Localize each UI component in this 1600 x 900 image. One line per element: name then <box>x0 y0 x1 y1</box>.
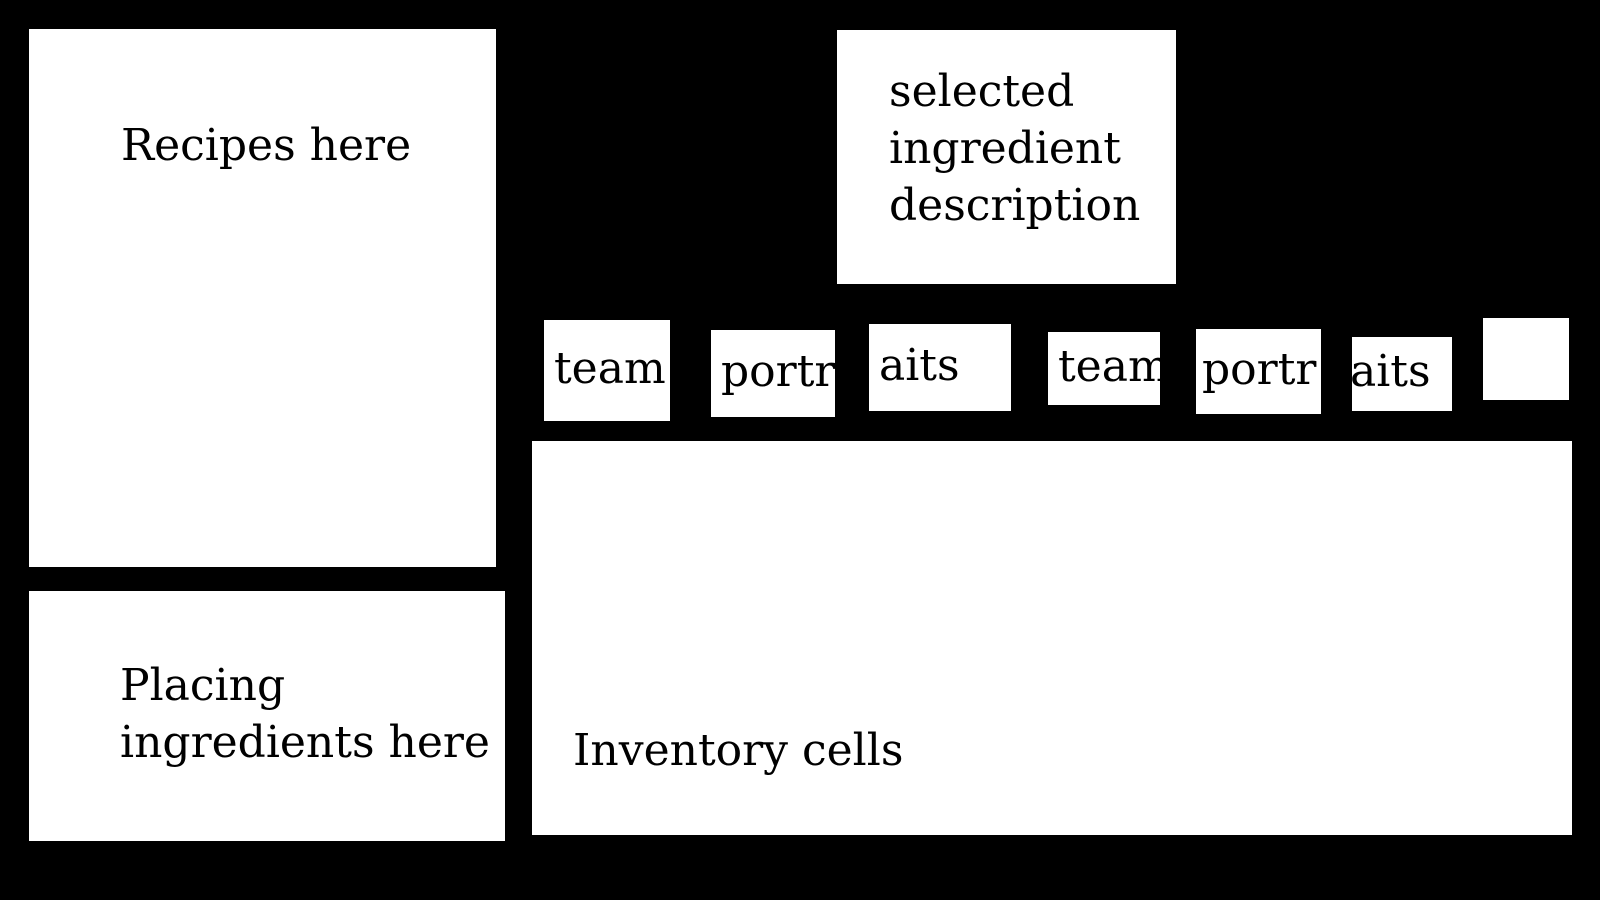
tab-label: aits <box>879 339 960 391</box>
tab-label: portr <box>721 345 836 397</box>
ingredient-placement-panel[interactable]: Placing ingredients here <box>29 591 505 841</box>
inventory-panel[interactable]: Inventory cells <box>532 441 1572 835</box>
tab-portr[interactable]: portr <box>711 330 835 417</box>
recipes-panel[interactable]: Recipes here <box>29 29 496 567</box>
tab-empty[interactable] <box>1483 318 1569 400</box>
tab-label: team <box>554 342 666 394</box>
tab-label: team <box>1058 340 1170 392</box>
ingredient-description-panel: selected ingredient description <box>837 30 1176 284</box>
tab-label: portr <box>1202 343 1317 395</box>
placing-label: Placing ingredients here <box>120 660 490 769</box>
tab-label: aits <box>1350 346 1431 398</box>
tab-team[interactable]: team <box>544 320 670 421</box>
tab-portr[interactable]: portr <box>1196 329 1321 414</box>
recipes-label: Recipes here <box>121 120 412 171</box>
inventory-label: Inventory cells <box>573 725 904 776</box>
tab-team[interactable]: team <box>1048 332 1170 405</box>
tab-aits[interactable]: aits <box>869 324 1011 411</box>
tab-aits[interactable]: aits <box>1350 337 1452 411</box>
description-label: selected ingredient description <box>889 66 1141 232</box>
